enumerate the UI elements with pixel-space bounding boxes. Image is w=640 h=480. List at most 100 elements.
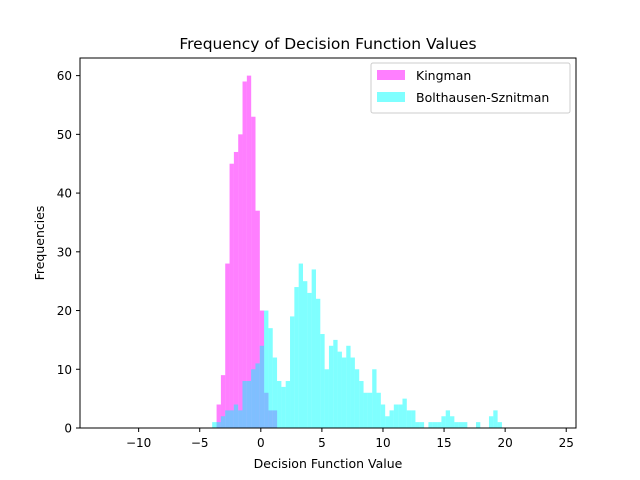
bar-kingman <box>255 210 260 428</box>
bar-bolthausen-sznitman <box>432 422 438 428</box>
bar-bolthausen-sznitman <box>337 351 342 428</box>
bar-bolthausen-sznitman <box>380 404 386 428</box>
plot-area-frame <box>79 57 577 429</box>
bar-bolthausen-sznitman <box>398 404 403 428</box>
bar-bolthausen-sznitman <box>445 410 451 428</box>
legend-swatch-bolthausen-sznitman <box>377 92 405 102</box>
legend-label-bolthausen-sznitman: Bolthausen-Sznitman <box>416 90 549 105</box>
bar-bolthausen-sznitman <box>367 392 373 428</box>
bar-bolthausen-sznitman <box>341 357 347 428</box>
bar-bolthausen-sznitman <box>298 263 304 428</box>
y-axis-ticks: 0 10 20 30 40 50 60 <box>57 69 80 436</box>
bar-bolthausen-sznitman <box>458 422 464 428</box>
bar-kingman <box>225 263 230 428</box>
bar-bolthausen-sznitman <box>428 422 433 428</box>
bar-bolthausen-sznitman <box>220 416 226 428</box>
bar-bolthausen-sznitman <box>246 381 252 428</box>
y-tick-label: 0 <box>64 422 72 436</box>
bar-bolthausen-sznitman <box>238 410 243 428</box>
bar-bolthausen-sznitman <box>272 357 278 428</box>
x-tick-label: 0 <box>257 436 265 450</box>
x-tick-label: 5 <box>318 436 326 450</box>
y-tick-label: 50 <box>57 128 72 142</box>
y-tick-label: 10 <box>57 363 72 377</box>
bar-bolthausen-sznitman <box>406 410 412 428</box>
bar-bolthausen-sznitman <box>233 404 239 428</box>
bar-bolthausen-sznitman <box>454 422 459 428</box>
bar-bolthausen-sznitman <box>393 404 399 428</box>
bar-bolthausen-sznitman <box>363 392 368 428</box>
bar-bolthausen-sznitman <box>255 363 260 428</box>
x-axis-title: Decision Function Value <box>254 456 403 471</box>
bar-bolthausen-sznitman <box>411 410 416 428</box>
bar-bolthausen-sznitman <box>303 281 308 428</box>
bar-kingman <box>229 163 234 428</box>
bar-bolthausen-sznitman <box>290 316 295 428</box>
bar-kingman <box>246 75 252 428</box>
bar-bolthausen-sznitman <box>216 422 221 428</box>
bar-kingman <box>216 404 221 428</box>
bar-bolthausen-sznitman <box>463 422 468 428</box>
x-tick-label: −5 <box>191 436 209 450</box>
bar-bolthausen-sznitman <box>225 410 230 428</box>
bar-bolthausen-sznitman <box>315 298 321 428</box>
bar-bolthausen-sznitman <box>285 381 291 428</box>
x-tick-label: 10 <box>375 436 390 450</box>
bar-bolthausen-sznitman <box>437 422 442 428</box>
y-tick-label: 30 <box>57 245 72 259</box>
x-tick-label: 20 <box>498 436 513 450</box>
bar-kingman <box>251 116 256 428</box>
bar-bolthausen-sznitman <box>450 416 455 428</box>
legend-swatch-kingman <box>377 70 405 80</box>
bar-bolthausen-sznitman <box>402 398 407 428</box>
histogram-bars <box>212 75 502 428</box>
bar-bolthausen-sznitman <box>385 416 390 428</box>
bar-bolthausen-sznitman <box>475 422 481 428</box>
y-tick-label: 20 <box>57 304 72 318</box>
bar-kingman <box>233 151 239 428</box>
bar-bolthausen-sznitman <box>320 334 325 428</box>
bar-bolthausen-sznitman <box>350 357 355 428</box>
bar-bolthausen-sznitman <box>311 269 316 428</box>
bar-bolthausen-sznitman <box>307 292 312 428</box>
y-tick-label: 60 <box>57 69 72 83</box>
bar-bolthausen-sznitman <box>294 287 299 428</box>
x-tick-label: 15 <box>436 436 451 450</box>
bar-bolthausen-sznitman <box>229 410 234 428</box>
bar-bolthausen-sznitman <box>264 310 269 428</box>
bar-bolthausen-sznitman <box>251 369 256 428</box>
bar-bolthausen-sznitman <box>441 416 446 428</box>
bar-bolthausen-sznitman <box>212 422 217 428</box>
bar-bolthausen-sznitman <box>419 422 425 428</box>
x-tick-label: 25 <box>559 436 574 450</box>
bar-bolthausen-sznitman <box>333 339 338 428</box>
chart-title: Frequency of Decision Function Values <box>179 35 476 53</box>
bar-bolthausen-sznitman <box>277 381 282 428</box>
bar-kingman <box>220 375 226 428</box>
bar-bolthausen-sznitman <box>359 381 364 428</box>
bar-bolthausen-sznitman <box>354 369 360 428</box>
x-axis-ticks: −10 −5 0 5 10 15 20 25 <box>126 428 574 450</box>
legend-label-kingman: Kingman <box>416 68 471 83</box>
y-tick-label: 40 <box>57 187 72 201</box>
bar-bolthausen-sznitman <box>328 345 334 428</box>
y-axis-title: Frequencies <box>32 206 47 281</box>
bar-bolthausen-sznitman <box>268 328 273 428</box>
bar-bolthausen-sznitman <box>372 369 377 428</box>
chart-legend: Kingman Bolthausen-Sznitman <box>370 62 571 114</box>
x-tick-label: −10 <box>126 436 151 450</box>
legend-box <box>370 62 571 114</box>
bar-bolthausen-sznitman <box>389 410 394 428</box>
bar-bolthausen-sznitman <box>493 410 498 428</box>
bar-bolthausen-sznitman <box>281 386 286 428</box>
bar-bolthausen-sznitman <box>488 416 494 428</box>
bar-bolthausen-sznitman <box>497 422 502 428</box>
bar-bolthausen-sznitman <box>346 345 351 428</box>
bar-bolthausen-sznitman <box>242 381 247 428</box>
bar-bolthausen-sznitman <box>259 345 265 428</box>
bar-bolthausen-sznitman <box>324 369 329 428</box>
bar-bolthausen-sznitman <box>415 422 420 428</box>
bar-kingman <box>242 81 247 428</box>
bar-kingman <box>238 134 243 428</box>
